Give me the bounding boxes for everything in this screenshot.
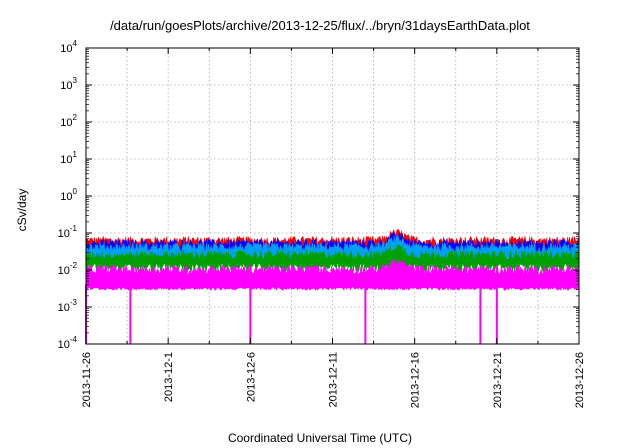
y-tick-label: 10-4 [58, 335, 78, 351]
y-tick-label: 10-3 [58, 298, 78, 314]
y-tick-label: 101 [60, 150, 77, 166]
chart-title: /data/run/goesPlots/archive/2013-12-25/f… [110, 18, 530, 33]
x-axis-label: Coordinated Universal Time (UTC) [227, 431, 413, 445]
y-tick-label: 103 [60, 76, 77, 92]
x-tick-label: 2013-12-1 [163, 352, 175, 402]
x-tick-label: 2013-11-26 [81, 352, 93, 407]
y-tick-label: 100 [60, 187, 77, 203]
y-tick-label: 104 [60, 39, 77, 55]
x-tick-label: 2013-12-26 [574, 352, 586, 408]
ticks [85, 47, 580, 345]
x-tick-label: 2013-12-16 [410, 352, 422, 408]
x-tick-label: 2013-12-6 [245, 352, 257, 402]
x-tick-labels: 2013-11-26 2013-12-1 2013-12-6 2013-12-11 20… [81, 352, 586, 408]
y-tick-labels: 10-4 10-3 10-2 10-1 100 101 102 103 104 [58, 39, 78, 351]
y-tick-label: 10-2 [58, 261, 78, 277]
series-layer [85, 229, 580, 344]
grid-lines [86, 48, 579, 344]
x-tick-label: 2013-12-21 [492, 352, 504, 408]
y-tick-label: 10-1 [58, 224, 78, 240]
y-tick-label: 102 [60, 113, 77, 129]
x-tick-label: 2013-12-11 [328, 352, 340, 407]
